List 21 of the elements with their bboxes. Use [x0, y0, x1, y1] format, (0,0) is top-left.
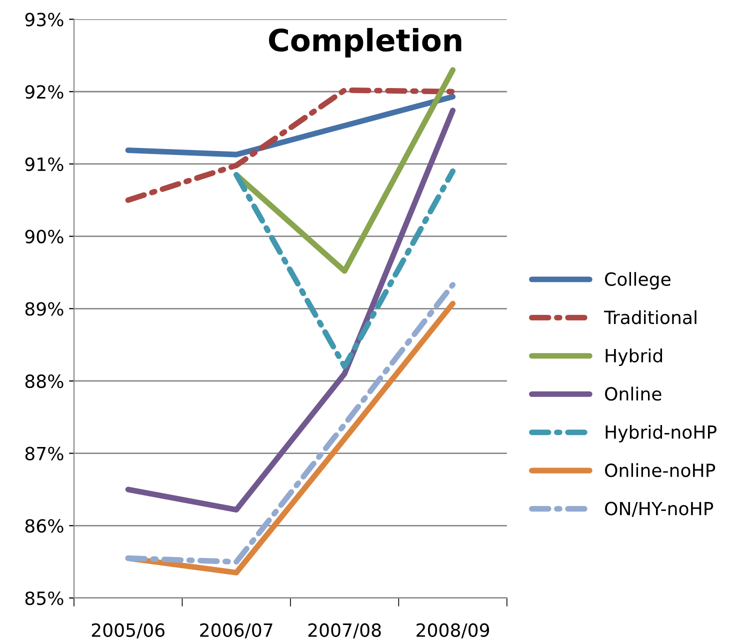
y-tick-label: 92%: [25, 85, 64, 99]
y-tick-label: 91%: [25, 157, 64, 172]
legend-label: College: [605, 272, 670, 290]
legend-label: Hybrid: [606, 348, 662, 366]
y-tick-label: 87%: [25, 446, 64, 460]
y-tick-label: 93%: [25, 12, 64, 26]
y-tick-label: 90%: [25, 230, 64, 244]
legend-label: Online: [605, 386, 662, 401]
chart-title: Completion: [268, 28, 462, 58]
legend-label: Traditional: [604, 310, 696, 324]
x-tick-label: 2005/06: [92, 623, 164, 638]
legend-label: Online-noHP: [605, 463, 716, 478]
y-tick-label: 85%: [25, 591, 64, 606]
y-tick-label: 88%: [25, 374, 64, 388]
legend-label: Hybrid-noHP: [606, 424, 717, 442]
legend-label: ON/HY-noHP: [605, 502, 714, 517]
x-tick-label: 2008/09: [416, 623, 490, 638]
y-tick-label: 86%: [25, 519, 64, 533]
y-tick-label: 89%: [25, 302, 64, 316]
x-tick-label: 2007/08: [308, 623, 381, 638]
x-tick-label: 2006/07: [200, 623, 272, 638]
